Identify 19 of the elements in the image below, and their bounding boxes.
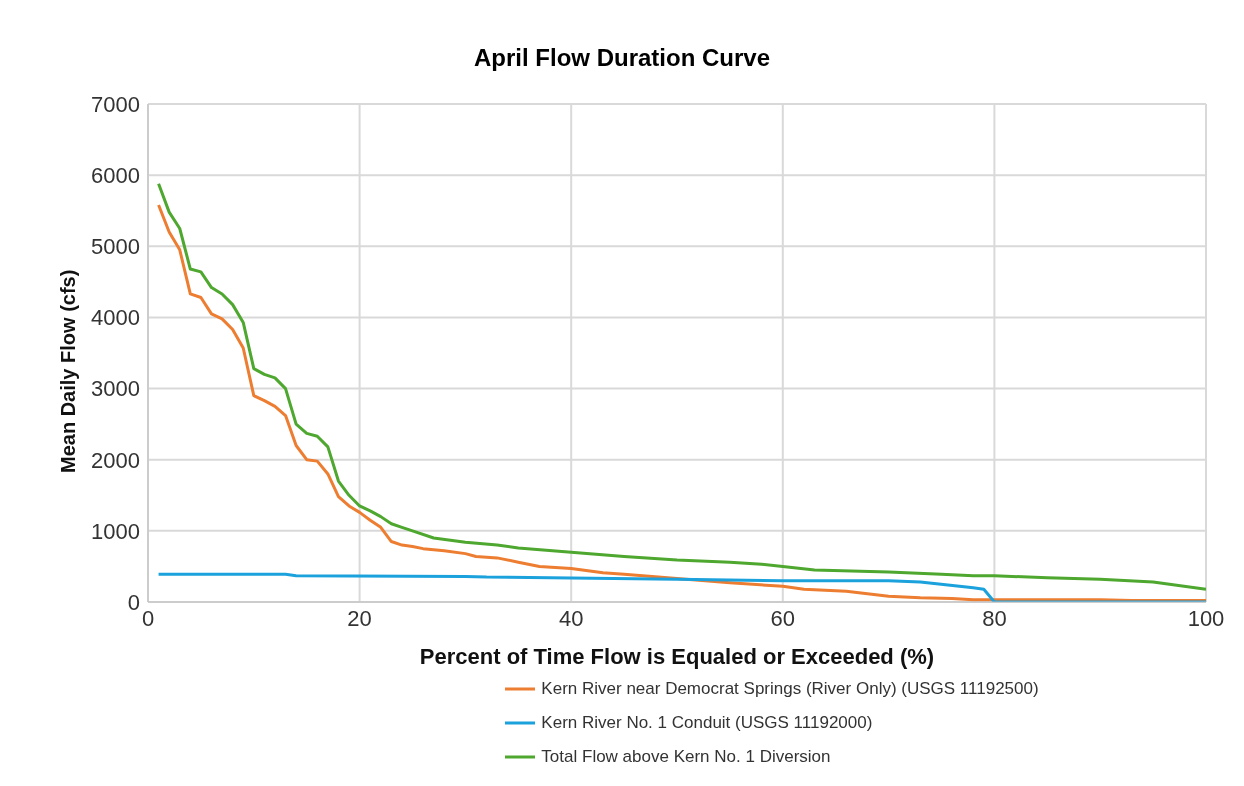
x-tick-label: 80	[982, 605, 1007, 631]
legend-label: Kern River No. 1 Conduit (USGS 11192000)	[541, 712, 873, 734]
x-tick-label: 100	[1187, 605, 1225, 631]
x-axis-title: Percent of Time Flow is Equaled or Exceeded (%)	[419, 644, 935, 669]
y-tick-label: 3000	[91, 376, 140, 402]
legend-label: Kern River near Democrat Springs (River Only) (USGS 11192500)	[541, 678, 1039, 700]
legend-label: Total Flow above Kern No. 1 Diversion	[541, 746, 831, 768]
x-tick-label: 60	[770, 605, 796, 631]
x-tick-label: 20	[347, 605, 372, 631]
y-axis-title: Mean Daily Flow (cfs)	[57, 269, 80, 473]
x-tick-label: 40	[558, 605, 584, 631]
y-tick-label: 4000	[91, 305, 140, 331]
chart-title: April Flow Duration Curve	[473, 43, 771, 73]
y-tick-label: 0	[127, 589, 140, 615]
y-tick-label: 2000	[91, 447, 140, 473]
y-tick-label: 7000	[91, 91, 140, 117]
y-tick-label: 6000	[91, 162, 140, 188]
y-tick-label: 5000	[91, 234, 140, 260]
y-tick-label: 1000	[91, 518, 140, 544]
